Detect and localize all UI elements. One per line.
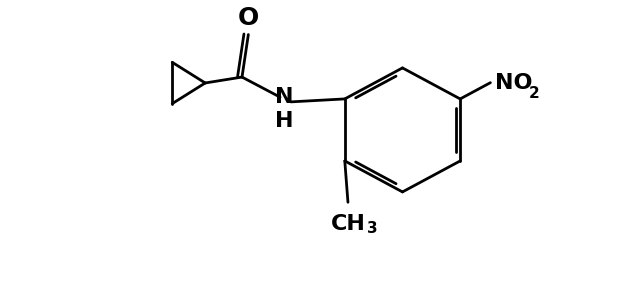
Text: 3: 3: [367, 221, 378, 236]
Text: 2: 2: [529, 86, 540, 101]
Text: H: H: [275, 111, 294, 131]
Text: N: N: [275, 87, 294, 107]
Text: NO: NO: [495, 73, 533, 93]
Text: O: O: [237, 6, 259, 30]
Text: CH: CH: [330, 214, 365, 234]
